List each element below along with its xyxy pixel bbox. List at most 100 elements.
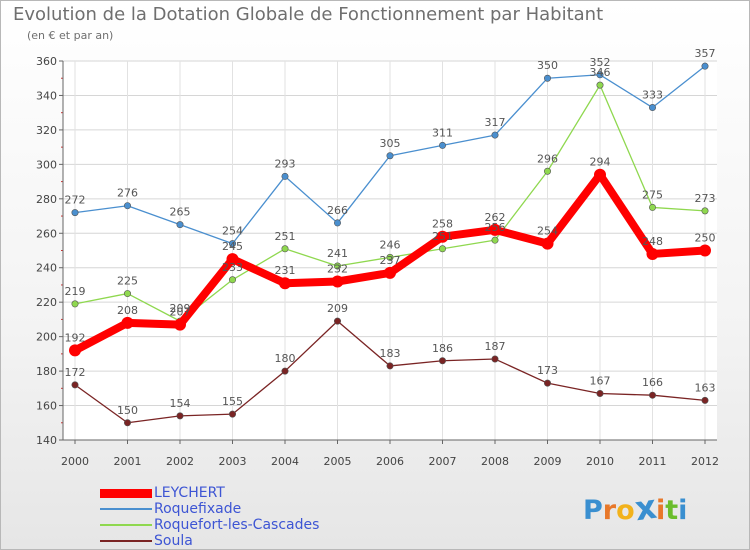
y-tick-label: 140 <box>36 434 57 447</box>
data-label: 237 <box>380 254 401 267</box>
data-label: 251 <box>275 230 296 243</box>
legend-label: Roquefixade <box>154 501 242 517</box>
data-point <box>333 262 341 270</box>
data-point <box>331 275 344 288</box>
chart-subtitle: (en € et par an) <box>27 29 114 42</box>
data-point <box>543 379 551 387</box>
data-label: 167 <box>590 374 611 387</box>
data-point <box>491 355 499 363</box>
data-point <box>333 219 341 227</box>
logo-letter: P <box>583 495 603 526</box>
data-label: 186 <box>432 342 453 355</box>
data-label: 294 <box>590 156 611 169</box>
logo-letter: i <box>678 495 688 526</box>
data-point <box>279 277 291 290</box>
x-tick-label: 2001 <box>114 455 142 468</box>
y-tick-label: 260 <box>36 227 57 240</box>
data-label: 293 <box>275 157 296 170</box>
data-point <box>333 317 341 325</box>
data-label: 248 <box>642 235 663 248</box>
data-label: 350 <box>537 59 558 72</box>
data-label: 265 <box>170 206 191 219</box>
data-label: 245 <box>222 240 243 253</box>
data-point <box>124 419 132 427</box>
y-tick-label: 340 <box>36 89 57 102</box>
x-tick-label: 2008 <box>481 455 509 468</box>
data-point <box>596 389 604 397</box>
data-label: 311 <box>432 126 453 139</box>
data-point <box>646 247 659 260</box>
data-point <box>596 81 604 89</box>
data-point <box>596 71 604 79</box>
legend-label: Roquefort-les-Cascades <box>154 517 320 533</box>
y-tick-label: 200 <box>36 331 57 344</box>
data-label: 266 <box>327 204 348 217</box>
data-label: 172 <box>65 366 86 379</box>
y-tick-label: 300 <box>36 158 57 171</box>
data-point <box>386 362 394 370</box>
data-point <box>438 357 446 365</box>
data-point <box>699 244 711 257</box>
data-label: 251 <box>432 230 453 243</box>
data-point <box>71 300 79 308</box>
data-label: 254 <box>537 225 558 238</box>
data-label: 305 <box>380 137 401 150</box>
data-point <box>648 203 656 211</box>
logo-letter: i <box>655 495 666 526</box>
data-point <box>226 253 239 266</box>
data-label: 333 <box>642 89 663 102</box>
data-point <box>436 230 449 243</box>
data-point <box>648 391 656 399</box>
data-point <box>281 245 289 253</box>
x-tick-label: 2010 <box>586 455 614 468</box>
data-point <box>489 223 501 236</box>
data-point <box>174 318 186 331</box>
data-label: 246 <box>380 238 401 251</box>
y-tick-label: 360 <box>36 55 57 68</box>
data-point <box>121 316 134 329</box>
x-tick-label: 2011 <box>639 455 667 468</box>
data-label: 296 <box>537 152 558 165</box>
data-label: 272 <box>65 194 86 207</box>
data-label: 262 <box>485 211 506 224</box>
data-point <box>229 240 237 248</box>
proxiti-logo: Proxiti <box>583 486 688 529</box>
data-point <box>543 167 551 175</box>
data-point <box>229 410 237 418</box>
data-label: 166 <box>642 376 663 389</box>
data-point <box>71 209 79 217</box>
data-label: 346 <box>590 66 611 79</box>
legend-label: LEYCHERT <box>154 485 225 501</box>
x-tick-label: 2000 <box>61 455 89 468</box>
data-point <box>491 236 499 244</box>
data-label: 258 <box>432 218 453 231</box>
y-tick-label: 220 <box>36 296 57 309</box>
chart-title: Evolution de la Dotation Globale de Fonc… <box>13 4 604 25</box>
data-label: 192 <box>65 331 86 344</box>
data-label: 173 <box>537 364 558 377</box>
data-label: 256 <box>485 221 506 234</box>
data-point <box>176 412 184 420</box>
legend-swatch <box>100 508 152 510</box>
x-tick-label: 2005 <box>324 455 352 468</box>
logo-letter: x <box>632 486 659 529</box>
y-tick-label: 280 <box>36 193 57 206</box>
x-tick-label: 2002 <box>166 455 194 468</box>
data-point <box>386 253 394 261</box>
y-tick-label: 320 <box>36 124 57 137</box>
data-point <box>701 396 709 404</box>
legend-swatch <box>100 540 152 542</box>
x-tick-label: 2003 <box>219 455 247 468</box>
data-point <box>386 152 394 160</box>
x-tick-label: 2012 <box>691 455 719 468</box>
data-label: 232 <box>327 263 348 276</box>
data-label: 208 <box>117 304 138 317</box>
data-point <box>71 381 79 389</box>
data-label: 163 <box>695 381 716 394</box>
y-tick-label: 180 <box>36 365 57 378</box>
data-label: 183 <box>380 347 401 360</box>
data-label: 219 <box>65 285 86 298</box>
data-point <box>543 74 551 82</box>
data-point <box>594 168 606 181</box>
data-point <box>124 202 132 210</box>
